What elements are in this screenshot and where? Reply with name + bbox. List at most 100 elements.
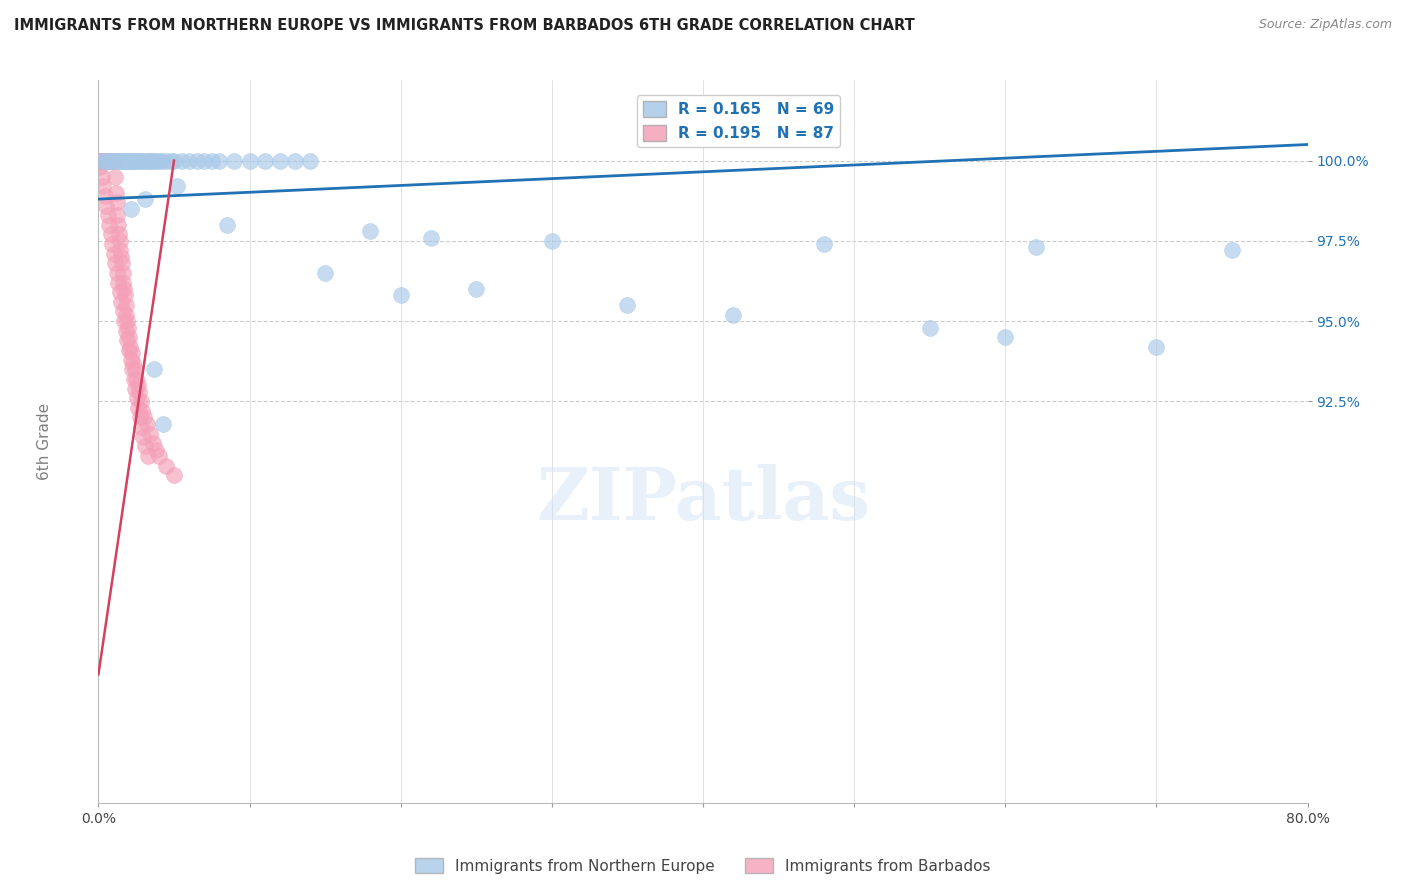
Point [98, 153, 121, 168]
Point [284, 153, 307, 168]
Point [299, 153, 322, 168]
Point [132, 410, 155, 425]
Point [122, 372, 145, 386]
Point [89, 153, 111, 168]
Point [145, 153, 167, 168]
Point [96, 198, 118, 212]
Point [101, 153, 124, 168]
Point [163, 468, 186, 483]
Point [148, 449, 170, 463]
Point [160, 153, 183, 168]
Point [121, 153, 143, 168]
Point [127, 401, 149, 415]
Point [101, 237, 124, 252]
Point [389, 288, 412, 302]
Point [105, 266, 128, 280]
Point [112, 153, 135, 168]
Point [208, 153, 231, 168]
Point [114, 288, 136, 302]
Point [121, 362, 143, 376]
Point [100, 153, 122, 168]
Point [111, 266, 134, 280]
Text: IMMIGRANTS FROM NORTHERN EUROPE VS IMMIGRANTS FROM BARBADOS 6TH GRADE CORRELATIO: IMMIGRANTS FROM NORTHERN EUROPE VS IMMIG… [14, 18, 915, 33]
Point [136, 449, 159, 463]
Point [141, 153, 163, 168]
Point [132, 430, 155, 444]
Point [97, 153, 120, 168]
Point [128, 384, 150, 399]
Point [134, 192, 156, 206]
Point [115, 314, 138, 328]
Text: 6th Grade: 6th Grade [37, 403, 52, 480]
Point [122, 356, 145, 370]
Point [91, 153, 114, 168]
Point [131, 404, 153, 418]
Point [107, 218, 129, 232]
Point [170, 153, 193, 168]
Point [125, 153, 148, 168]
Point [108, 285, 131, 300]
Point [129, 394, 152, 409]
Point [994, 330, 1017, 344]
Point [135, 153, 157, 168]
Point [90, 169, 112, 184]
Point [93, 153, 115, 168]
Point [131, 420, 153, 434]
Point [100, 227, 122, 242]
Point [114, 298, 136, 312]
Point [98, 153, 121, 168]
Point [150, 153, 173, 168]
Point [100, 153, 122, 168]
Point [111, 153, 134, 168]
Point [115, 153, 138, 168]
Point [94, 153, 117, 168]
Point [103, 246, 125, 260]
Point [129, 410, 152, 425]
Point [107, 153, 129, 168]
Legend: R = 0.165   N = 69, R = 0.195   N = 87: R = 0.165 N = 69, R = 0.195 N = 87 [637, 95, 841, 147]
Point [117, 334, 139, 348]
Point [616, 298, 638, 312]
Point [110, 244, 132, 258]
Point [110, 294, 132, 309]
Point [105, 153, 128, 168]
Point [314, 266, 336, 280]
Point [155, 458, 177, 473]
Legend: Immigrants from Northern Europe, Immigrants from Barbados: Immigrants from Northern Europe, Immigra… [409, 852, 997, 880]
Point [813, 237, 835, 252]
Point [124, 382, 146, 396]
Point [118, 330, 141, 344]
Point [152, 417, 174, 431]
Point [103, 153, 125, 168]
Point [1146, 340, 1168, 354]
Point [103, 153, 125, 168]
Point [269, 153, 291, 168]
Point [108, 234, 131, 248]
Point [118, 343, 141, 357]
Point [540, 234, 562, 248]
Point [166, 179, 188, 194]
Point [94, 153, 117, 168]
Point [918, 320, 941, 334]
Point [112, 314, 135, 328]
Point [98, 218, 121, 232]
Point [108, 153, 131, 168]
Point [120, 340, 142, 354]
Point [89, 160, 111, 174]
Point [139, 153, 162, 168]
Point [253, 153, 276, 168]
Point [121, 346, 143, 360]
Point [136, 153, 159, 168]
Point [112, 276, 135, 290]
Point [186, 153, 208, 168]
Point [124, 362, 146, 376]
Point [112, 282, 135, 296]
Point [128, 153, 150, 168]
Point [127, 153, 149, 168]
Point [110, 250, 132, 264]
Text: Source: ZipAtlas.com: Source: ZipAtlas.com [1258, 18, 1392, 31]
Point [96, 153, 118, 168]
Point [134, 439, 156, 453]
Point [201, 153, 224, 168]
Point [118, 153, 141, 168]
